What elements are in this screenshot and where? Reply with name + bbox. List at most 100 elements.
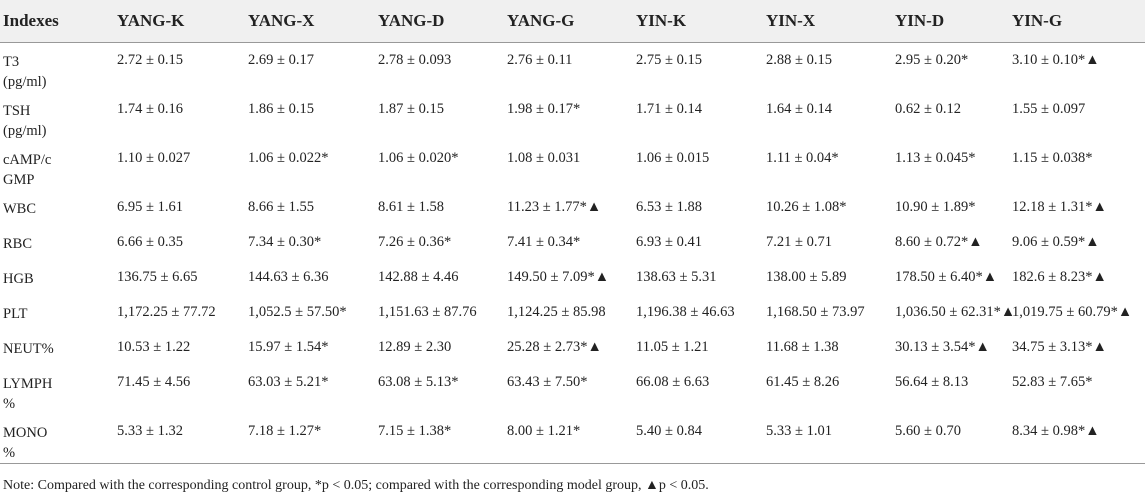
table-cell: 136.75 ± 6.65	[117, 269, 198, 285]
row-label: TSH (pg/ml)	[3, 103, 47, 139]
table-cell: 1,151.63 ± 87.76	[378, 304, 477, 320]
table-cell: 6.95 ± 1.61	[117, 199, 183, 215]
row-label-cell: LYMPH%	[0, 365, 114, 414]
table-cell: 66.08 ± 6.63	[636, 374, 710, 390]
table-row: NEUT% 10.53 ± 1.22 15.97 ± 1.54* 12.89 ± 2.…	[0, 330, 1145, 365]
table-cell: 6.93 ± 0.41	[636, 234, 702, 250]
table-cell: 7.21 ± 0.71	[766, 234, 832, 250]
data-table: Indexes YANG-K YANG-X YANG-D YANG-G YIN-K YIN-…	[0, 0, 1145, 464]
table-cell: 5.40 ± 0.84	[633, 414, 763, 464]
table-cell: 0.62 ± 0.12	[895, 101, 961, 117]
table-row: WBC 6.95 ± 1.61 8.66 ± 1.55 8.61 ± 1.58 11.2…	[0, 190, 1145, 225]
table-row: TSH (pg/ml) 1.74 ± 0.16 1.86 ± 0.15 1.87 ± …	[0, 92, 1145, 141]
column-header: YANG-G	[504, 0, 633, 43]
row-label: RBC	[3, 236, 33, 252]
column-header: YIN-D	[892, 0, 1009, 43]
column-header: YANG-X	[245, 0, 375, 43]
table-cell: 8.66 ± 1.55	[248, 199, 314, 215]
table-cell: 1,172.25 ± 77.72	[117, 304, 216, 320]
table-cell: 1.13 ± 0.045*	[895, 150, 976, 166]
table-cell: 138.00 ± 5.89	[766, 269, 847, 285]
row-label: NEUT%	[3, 341, 54, 357]
table-cell: 1.06 ± 0.020*	[378, 150, 459, 166]
row-label-cell: MONO%	[0, 414, 114, 464]
table-cell: 30.13 ± 3.54*▲	[895, 339, 990, 355]
header-row: Indexes YANG-K YANG-X YANG-D YANG-G YIN-K YIN-…	[0, 0, 1145, 43]
table-cell: 1,036.50 ± 62.31*▲	[895, 304, 1016, 320]
table-row: MONO% 5.33 ± 1.32 7.18 ± 1.27* 7.15 ± 1.38*…	[0, 414, 1145, 464]
table-cell: 138.63 ± 5.31	[636, 269, 717, 285]
table-cell: 71.45 ± 4.56	[117, 374, 191, 390]
table-cell: 7.41 ± 0.34*	[507, 234, 581, 250]
table-cell: 34.75 ± 3.13*▲	[1012, 339, 1107, 355]
row-label: T3 (pg/ml)	[3, 54, 47, 90]
table-cell: 61.45 ± 8.26	[766, 374, 840, 390]
table-cell: 1.11 ± 0.04*	[766, 150, 839, 166]
row-label: PLT	[3, 306, 28, 322]
table-cell: 52.83 ± 7.65*	[1012, 374, 1093, 390]
table-cell: 1,052.5 ± 57.50*	[248, 304, 347, 320]
table-cell: 149.50 ± 7.09*▲	[507, 269, 610, 285]
row-label-cell: T3 (pg/ml)	[0, 43, 114, 93]
table-cell: 63.08 ± 5.13*	[378, 374, 459, 390]
table-cell: 10.26 ± 1.08*	[766, 199, 847, 215]
table-cell: 2.75 ± 0.15	[636, 52, 702, 68]
table-cell: 1.71 ± 0.14	[636, 101, 702, 117]
table-cell: 2.95 ± 0.20*	[895, 52, 969, 68]
table-cell: 1.64 ± 0.14	[766, 101, 832, 117]
table-cell: 142.88 ± 4.46	[378, 269, 459, 285]
table-cell: 1,196.38 ± 46.63	[636, 304, 735, 320]
table-cell: 1.10 ± 0.027	[117, 150, 191, 166]
table-cell: 7.34 ± 0.30*	[248, 234, 322, 250]
row-label-cell: HGB	[0, 260, 114, 295]
table-cell: 8.60 ± 0.72*▲	[895, 234, 983, 250]
table-row: PLT 1,172.25 ± 77.72 1,052.5 ± 57.50* 1,151…	[0, 295, 1145, 330]
table-cell: 2.69 ± 0.17	[248, 52, 314, 68]
table-cell: 11.68 ± 1.38	[766, 339, 839, 355]
table-cell: 5.33 ± 1.01	[763, 414, 892, 464]
column-header: YANG-D	[375, 0, 504, 43]
table-cell: 8.61 ± 1.58	[378, 199, 444, 215]
table-cell: 1.87 ± 0.15	[378, 101, 444, 117]
table-cell: 6.53 ± 1.88	[636, 199, 702, 215]
table-cell: 1.98 ± 0.17*	[507, 101, 581, 117]
table-row: RBC 6.66 ± 0.35 7.34 ± 0.30* 7.26 ± 0.36* 7.…	[0, 225, 1145, 260]
table-cell: 2.88 ± 0.15	[766, 52, 832, 68]
table-row: HGB 136.75 ± 6.65 144.63 ± 6.36 142.88 ± 4.…	[0, 260, 1145, 295]
column-header: YIN-K	[633, 0, 763, 43]
table-cell: 144.63 ± 6.36	[248, 269, 329, 285]
table-cell: 8.00 ± 1.21*	[504, 414, 633, 464]
table-cell: 1.06 ± 0.015	[636, 150, 710, 166]
row-label-cell: RBC	[0, 225, 114, 260]
row-label-cell: WBC	[0, 190, 114, 225]
table-cell: 11.05 ± 1.21	[636, 339, 709, 355]
table-cell: 10.53 ± 1.22	[117, 339, 191, 355]
table-cell: 25.28 ± 2.73*▲	[507, 339, 602, 355]
table-cell: 2.78 ± 0.093	[378, 52, 452, 68]
table-cell: 1,019.75 ± 60.79*▲	[1012, 304, 1133, 320]
table-cell: 11.23 ± 1.77*▲	[507, 199, 602, 215]
row-label-cell: PLT	[0, 295, 114, 330]
row-label: cAMP/cGMP	[3, 152, 52, 188]
table-cell: 6.66 ± 0.35	[117, 234, 183, 250]
table-cell: 1.86 ± 0.15	[248, 101, 314, 117]
table-cell: 7.26 ± 0.36*	[378, 234, 452, 250]
table-cell: 7.15 ± 1.38*	[375, 414, 504, 464]
table-body: T3 (pg/ml) 2.72 ± 0.15 2.69 ± 0.17 2.78 ± 0…	[0, 43, 1145, 464]
table-cell: 5.33 ± 1.32	[114, 414, 245, 464]
table-cell: 2.76 ± 0.11	[507, 52, 573, 68]
table-cell: 63.43 ± 7.50*	[507, 374, 588, 390]
table-cell: 9.06 ± 0.59*▲	[1012, 234, 1100, 250]
table-row: T3 (pg/ml) 2.72 ± 0.15 2.69 ± 0.17 2.78 ± 0…	[0, 43, 1145, 93]
table-cell: 7.18 ± 1.27*	[245, 414, 375, 464]
table-note: Note: Compared with the corresponding co…	[3, 478, 709, 493]
row-label: WBC	[3, 201, 37, 217]
table-cell: 1.74 ± 0.16	[117, 101, 183, 117]
table-cell: 2.72 ± 0.15	[117, 52, 183, 68]
table-cell: 5.60 ± 0.70	[892, 414, 1009, 464]
table-cell: 15.97 ± 1.54*	[248, 339, 329, 355]
row-label: MONO%	[3, 425, 48, 461]
table-cell: 12.18 ± 1.31*▲	[1012, 199, 1107, 215]
column-header: YANG-K	[114, 0, 245, 43]
